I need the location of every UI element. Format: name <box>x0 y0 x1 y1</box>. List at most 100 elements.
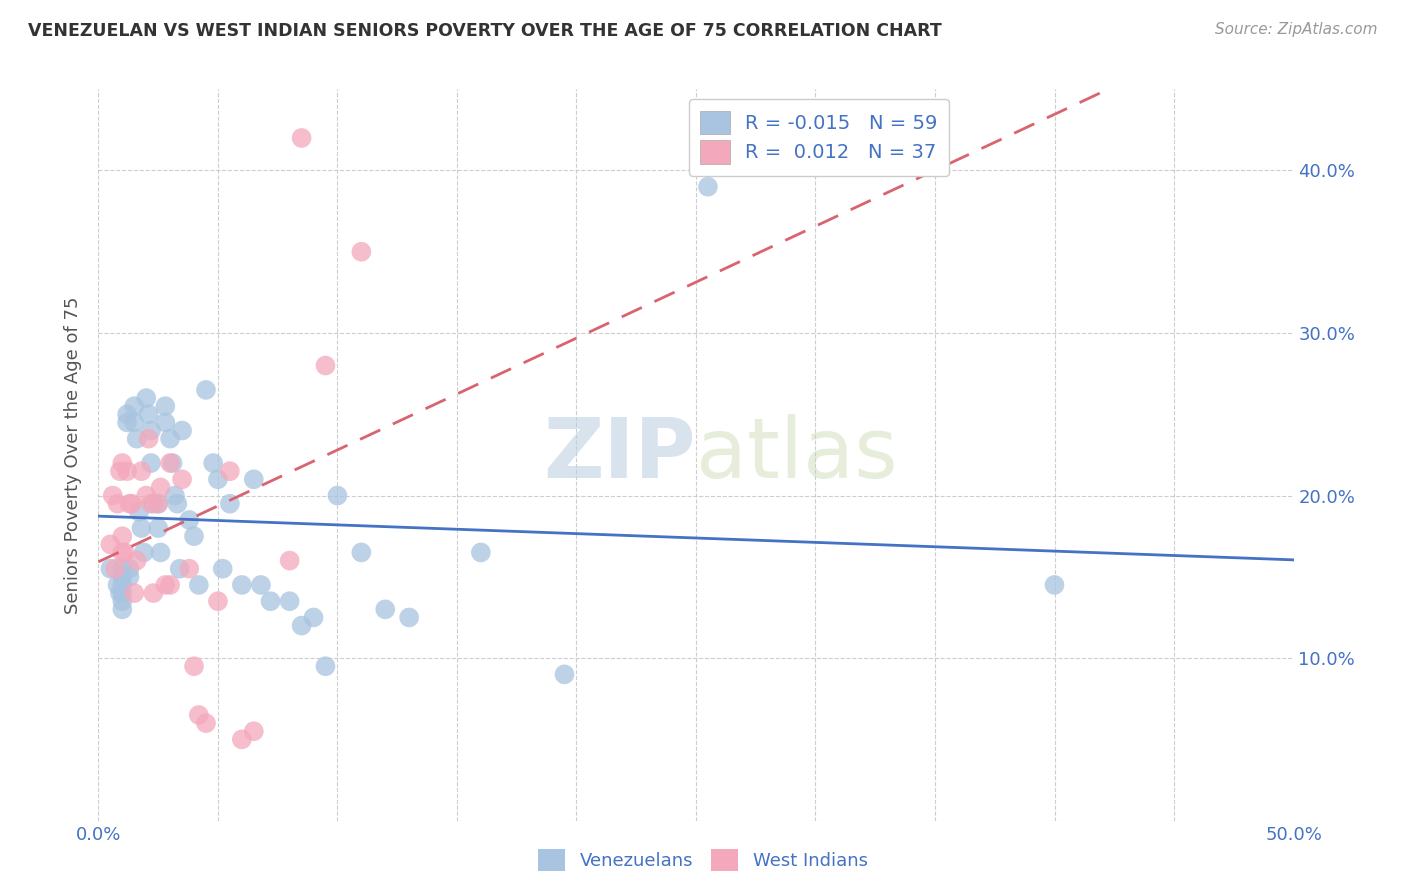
Point <box>107 578 129 592</box>
Point <box>108 586 131 600</box>
Point <box>159 456 181 470</box>
Point <box>135 489 157 503</box>
Point <box>172 424 194 438</box>
Point <box>194 383 218 397</box>
Point <box>115 407 138 421</box>
Point <box>124 416 146 430</box>
Point <box>179 562 201 576</box>
Point <box>172 472 194 486</box>
Point <box>202 456 225 470</box>
Point <box>194 716 218 731</box>
Point <box>211 562 233 576</box>
Point <box>155 399 177 413</box>
Point <box>326 489 349 503</box>
Point <box>163 489 186 503</box>
Point <box>139 456 162 470</box>
Point <box>139 424 162 438</box>
Point <box>155 578 177 592</box>
Point <box>111 545 134 559</box>
Point <box>278 594 301 608</box>
Point <box>118 570 141 584</box>
Point <box>183 659 205 673</box>
Point <box>111 594 134 608</box>
Point <box>107 497 129 511</box>
Point <box>111 570 134 584</box>
Point <box>207 472 229 486</box>
Point <box>101 489 124 503</box>
Point <box>259 594 281 608</box>
Point <box>219 464 242 478</box>
Point <box>131 521 153 535</box>
Point <box>162 456 184 470</box>
Point <box>111 586 134 600</box>
Point <box>148 497 170 511</box>
Point <box>243 472 266 486</box>
Point <box>187 708 209 723</box>
Point <box>149 480 172 494</box>
Point <box>187 578 209 592</box>
Point <box>470 545 492 559</box>
Point <box>155 416 177 430</box>
Point <box>138 432 160 446</box>
Point <box>142 586 165 600</box>
Point <box>128 505 150 519</box>
Point <box>148 497 170 511</box>
Point <box>350 244 373 259</box>
Point <box>142 497 165 511</box>
Point <box>131 464 153 478</box>
Text: atlas: atlas <box>696 415 897 495</box>
Text: ZIP: ZIP <box>544 415 696 495</box>
Point <box>398 610 420 624</box>
Text: VENEZUELAN VS WEST INDIAN SENIORS POVERTY OVER THE AGE OF 75 CORRELATION CHART: VENEZUELAN VS WEST INDIAN SENIORS POVERT… <box>28 22 942 40</box>
Point <box>124 399 146 413</box>
Point <box>111 529 134 543</box>
Point <box>111 602 134 616</box>
Point <box>148 521 170 535</box>
Point <box>111 456 134 470</box>
Point <box>243 724 266 739</box>
Point <box>121 497 143 511</box>
Point <box>231 578 253 592</box>
Point <box>111 562 134 576</box>
Point <box>697 179 720 194</box>
Point <box>98 537 122 551</box>
Point <box>149 545 172 559</box>
Point <box>115 416 138 430</box>
Point <box>104 562 127 576</box>
Point <box>159 432 181 446</box>
Point <box>291 618 314 632</box>
Point <box>231 732 253 747</box>
Point <box>315 359 337 373</box>
Point <box>350 545 373 559</box>
Point <box>315 659 337 673</box>
Y-axis label: Seniors Poverty Over the Age of 75: Seniors Poverty Over the Age of 75 <box>65 296 83 614</box>
Point <box>219 497 242 511</box>
Point <box>108 464 131 478</box>
Point <box>183 529 205 543</box>
Point <box>1043 578 1066 592</box>
Point <box>111 578 134 592</box>
Point <box>125 432 148 446</box>
Point <box>179 513 201 527</box>
Legend: R = -0.015   N = 59, R =  0.012   N = 37: R = -0.015 N = 59, R = 0.012 N = 37 <box>689 99 949 176</box>
Point <box>291 131 314 145</box>
Point <box>118 562 141 576</box>
Text: Source: ZipAtlas.com: Source: ZipAtlas.com <box>1215 22 1378 37</box>
Point <box>207 594 229 608</box>
Point <box>302 610 325 624</box>
Point <box>278 553 301 567</box>
Legend: Venezuelans, West Indians: Venezuelans, West Indians <box>531 842 875 879</box>
Point <box>166 497 188 511</box>
Point <box>139 497 162 511</box>
Point <box>118 497 141 511</box>
Point <box>114 545 136 559</box>
Point <box>159 578 181 592</box>
Point <box>169 562 191 576</box>
Point <box>132 545 155 559</box>
Point <box>124 586 146 600</box>
Point <box>125 553 148 567</box>
Point <box>98 562 122 576</box>
Point <box>135 391 157 405</box>
Point <box>138 407 160 421</box>
Point <box>250 578 273 592</box>
